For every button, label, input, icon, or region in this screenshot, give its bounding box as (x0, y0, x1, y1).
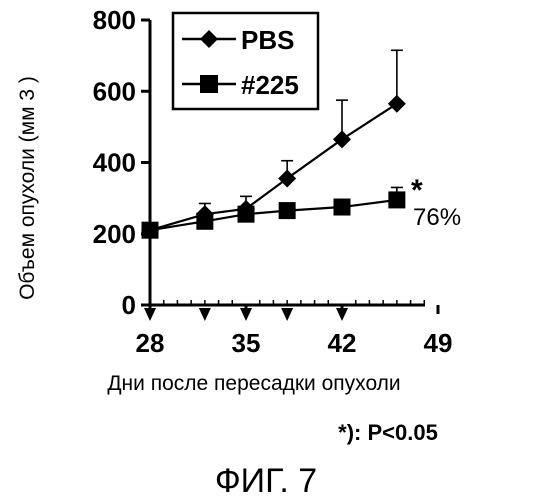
treatment-triangle (144, 308, 156, 321)
series-lines (150, 104, 397, 230)
y-tick-label: 600 (93, 76, 136, 106)
data-point-diamond (388, 95, 406, 113)
x-ticks: 28 35 42 49 (136, 305, 453, 358)
data-point-square (142, 222, 159, 239)
inhibition-percent: 76% (413, 204, 461, 231)
data-point-square (388, 191, 405, 208)
data-point-diamond (278, 170, 296, 188)
data-point-square (334, 199, 351, 216)
legend: PBS #225 (173, 13, 318, 109)
treatment-triangle (281, 308, 293, 321)
legend-label-pbs: PBS (241, 25, 294, 55)
treatment-triangle (240, 308, 252, 321)
y-tick-label: 400 (93, 148, 136, 178)
y-tick-label: 800 (93, 5, 136, 35)
series-markers (141, 95, 406, 239)
y-tick-label: 200 (93, 219, 136, 249)
y-ticks: 0 200 400 600 800 (93, 5, 150, 320)
figure-label: ФИГ. 7 (215, 462, 317, 500)
treatment-triangle (199, 308, 211, 321)
series-line (150, 200, 397, 230)
significance-star: * (411, 174, 423, 207)
data-point-square (238, 206, 255, 223)
x-axis-title: Дни после пересадки опухоли (107, 372, 400, 395)
x-tick-label: 28 (136, 328, 165, 358)
data-point-square (196, 213, 213, 230)
x-tick-label: 35 (232, 328, 261, 358)
treatment-markers (144, 308, 348, 321)
x-tick-label: 49 (424, 328, 453, 358)
data-point-square (279, 202, 296, 219)
legend-marker-225 (200, 75, 218, 93)
x-tick-label: 42 (328, 328, 357, 358)
legend-label-225: #225 (241, 70, 299, 100)
significance-note: *): P<0.05 (338, 420, 438, 445)
y-tick-label: 0 (122, 290, 136, 320)
data-point-diamond (333, 130, 351, 148)
y-axis-title: Объем опухоли (мм 3 ) (16, 76, 39, 300)
treatment-triangle (336, 308, 348, 321)
